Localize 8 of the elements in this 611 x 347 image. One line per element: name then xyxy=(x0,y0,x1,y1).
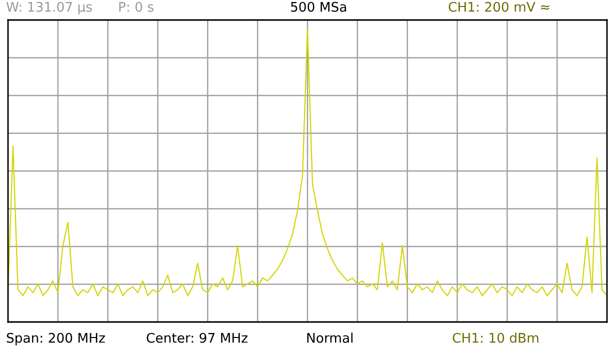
text: P: 0 s xyxy=(119,2,154,12)
text: Span: 200 MHz xyxy=(6,332,105,346)
text: Normal xyxy=(307,332,353,343)
text: W: 131.07 µs xyxy=(6,2,92,14)
text: Center: 97 MHz xyxy=(146,332,248,343)
text: 500 MSa xyxy=(291,2,346,12)
text: CH1: 10 dBm xyxy=(452,332,538,343)
text: CH1: 200 mV ≈ xyxy=(448,2,550,12)
